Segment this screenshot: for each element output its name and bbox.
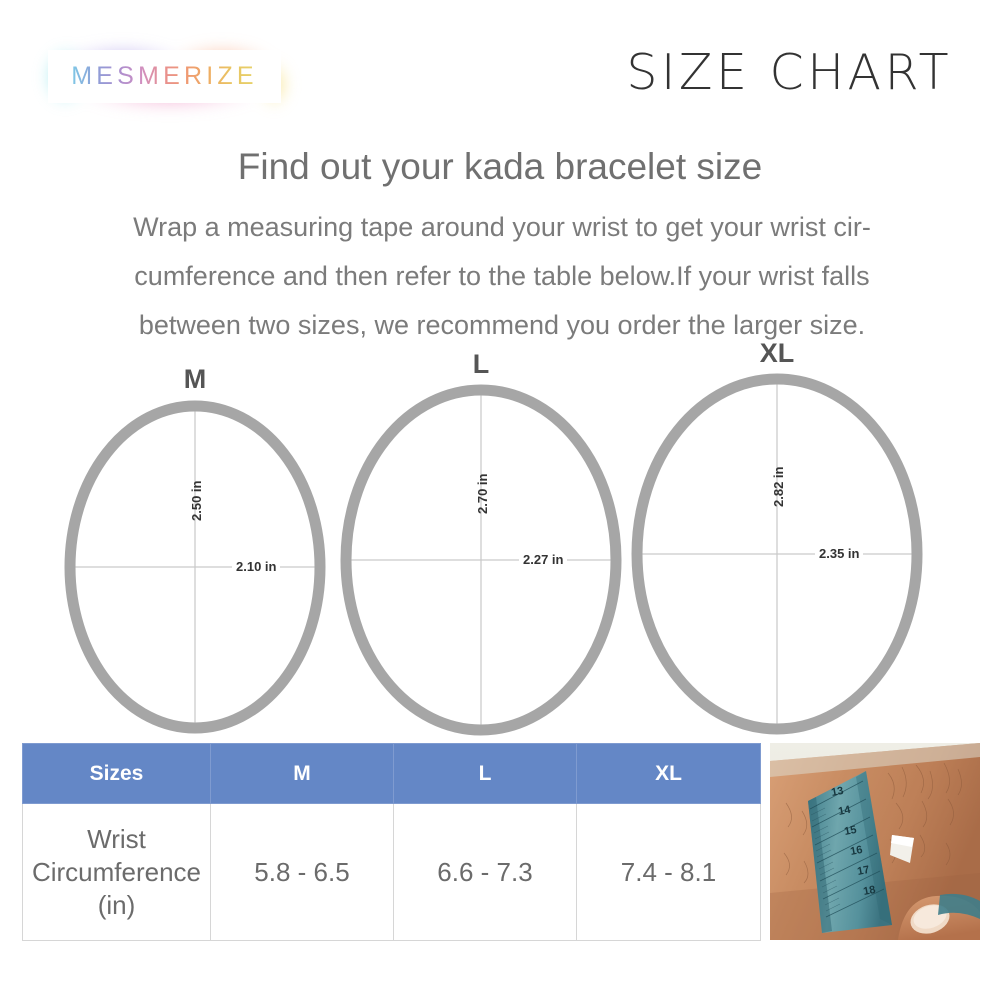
page-title: SIZE CHART [626,44,952,101]
oval-m-shape [64,400,326,734]
oval-xl-shape [631,373,923,735]
wrist-measurement-photo: 13 14 15 16 17 18 [770,743,980,940]
oval-l-height-label: 2.70 in [475,473,490,514]
oval-l-label: L [472,349,490,379]
oval-m-label: M [183,364,207,394]
svg-text:18: 18 [862,884,876,898]
cell-value-l: 6.6 - 7.3 [393,803,577,941]
svg-text:13: 13 [830,785,844,799]
logo-text: MESMERIZE [71,62,258,90]
row-label-wrist-circumference: Wrist Circumference (in) [22,803,211,941]
brand-logo: MESMERIZE [34,36,295,117]
intro-line-2: cumference and then refer to the table b… [134,261,870,291]
intro-paragraph: Wrap a measuring tape around your wrist … [52,203,952,350]
oval-m-width-label: 2.10 in [232,559,281,574]
svg-text:14: 14 [837,804,852,818]
size-diagram-m: M 2.50 in 2.10 in [60,364,330,736]
table-header-xl: XL [576,743,761,804]
logo-box: MESMERIZE [48,50,281,103]
oval-l-shape [340,384,622,736]
table-header-row: Sizes M L XL [22,743,761,804]
oval-xl-width-label: 2.35 in [815,546,864,561]
cell-value-m: 5.8 - 6.5 [210,803,394,941]
wrist-photo-illustration: 13 14 15 16 17 18 [770,743,980,940]
cell-value-xl: 7.4 - 8.1 [576,803,761,941]
table-header-sizes: Sizes [22,743,211,804]
svg-text:16: 16 [849,844,863,858]
row-label-line-2: Circumference [31,856,202,887]
intro-line-3: between two sizes, we recommend you orde… [138,310,866,340]
size-table: Sizes M L XL Wrist Circumference (in) 5.… [22,743,761,941]
table-header-l: L [393,743,577,804]
oval-l-width-label: 2.27 in [519,552,568,567]
intro-line-1: Wrap a measuring tape around your wrist … [133,212,871,242]
svg-text:17: 17 [856,864,870,878]
row-label-line-3: (in) [97,889,136,920]
section-heading: Find out your kada bracelet size [237,146,763,187]
size-diagram-l: L 2.70 in 2.27 in [336,349,626,739]
svg-text:15: 15 [843,824,857,838]
table-header-m: M [210,743,394,804]
size-diagram-xl: XL 2.82 in 2.35 in [627,338,927,738]
table-row: Wrist Circumference (in) 5.8 - 6.5 6.6 -… [22,803,761,941]
oval-m-height-label: 2.50 in [189,480,204,521]
oval-xl-label: XL [759,338,795,368]
oval-xl-height-label: 2.82 in [771,466,786,507]
row-label-line-1: Wrist [87,823,146,854]
